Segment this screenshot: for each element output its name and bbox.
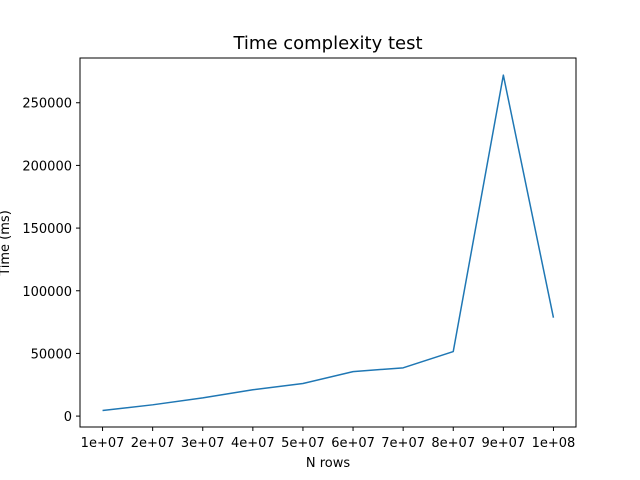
x-tick-label: 3e+07	[181, 436, 225, 451]
x-tick-label: 6e+07	[331, 436, 375, 451]
y-tick-label: 200000	[22, 159, 72, 174]
y-tick-label: 0	[64, 410, 72, 425]
x-tick-label: 5e+07	[281, 436, 325, 451]
plot-frame	[79, 57, 577, 428]
x-tick-label: 4e+07	[231, 436, 275, 451]
x-tick-label: 8e+07	[431, 436, 475, 451]
y-tick-label: 100000	[22, 285, 72, 300]
y-tick-label: 250000	[22, 97, 72, 112]
series-line	[102, 74, 555, 412]
x-tick-label: 7e+07	[381, 436, 425, 451]
y-tick-label: 150000	[22, 222, 72, 237]
x-tick-label: 9e+07	[481, 436, 525, 451]
x-axis-label: N rows	[306, 456, 351, 471]
y-tick-label: 50000	[31, 347, 72, 362]
x-tick-label: 2e+07	[131, 436, 175, 451]
y-axis-label: Time (ms)	[0, 210, 13, 277]
x-tick-label: 1e+07	[81, 436, 125, 451]
x-tick-label: 1e+08	[532, 436, 576, 451]
chart-title: Time complexity test	[232, 33, 422, 54]
